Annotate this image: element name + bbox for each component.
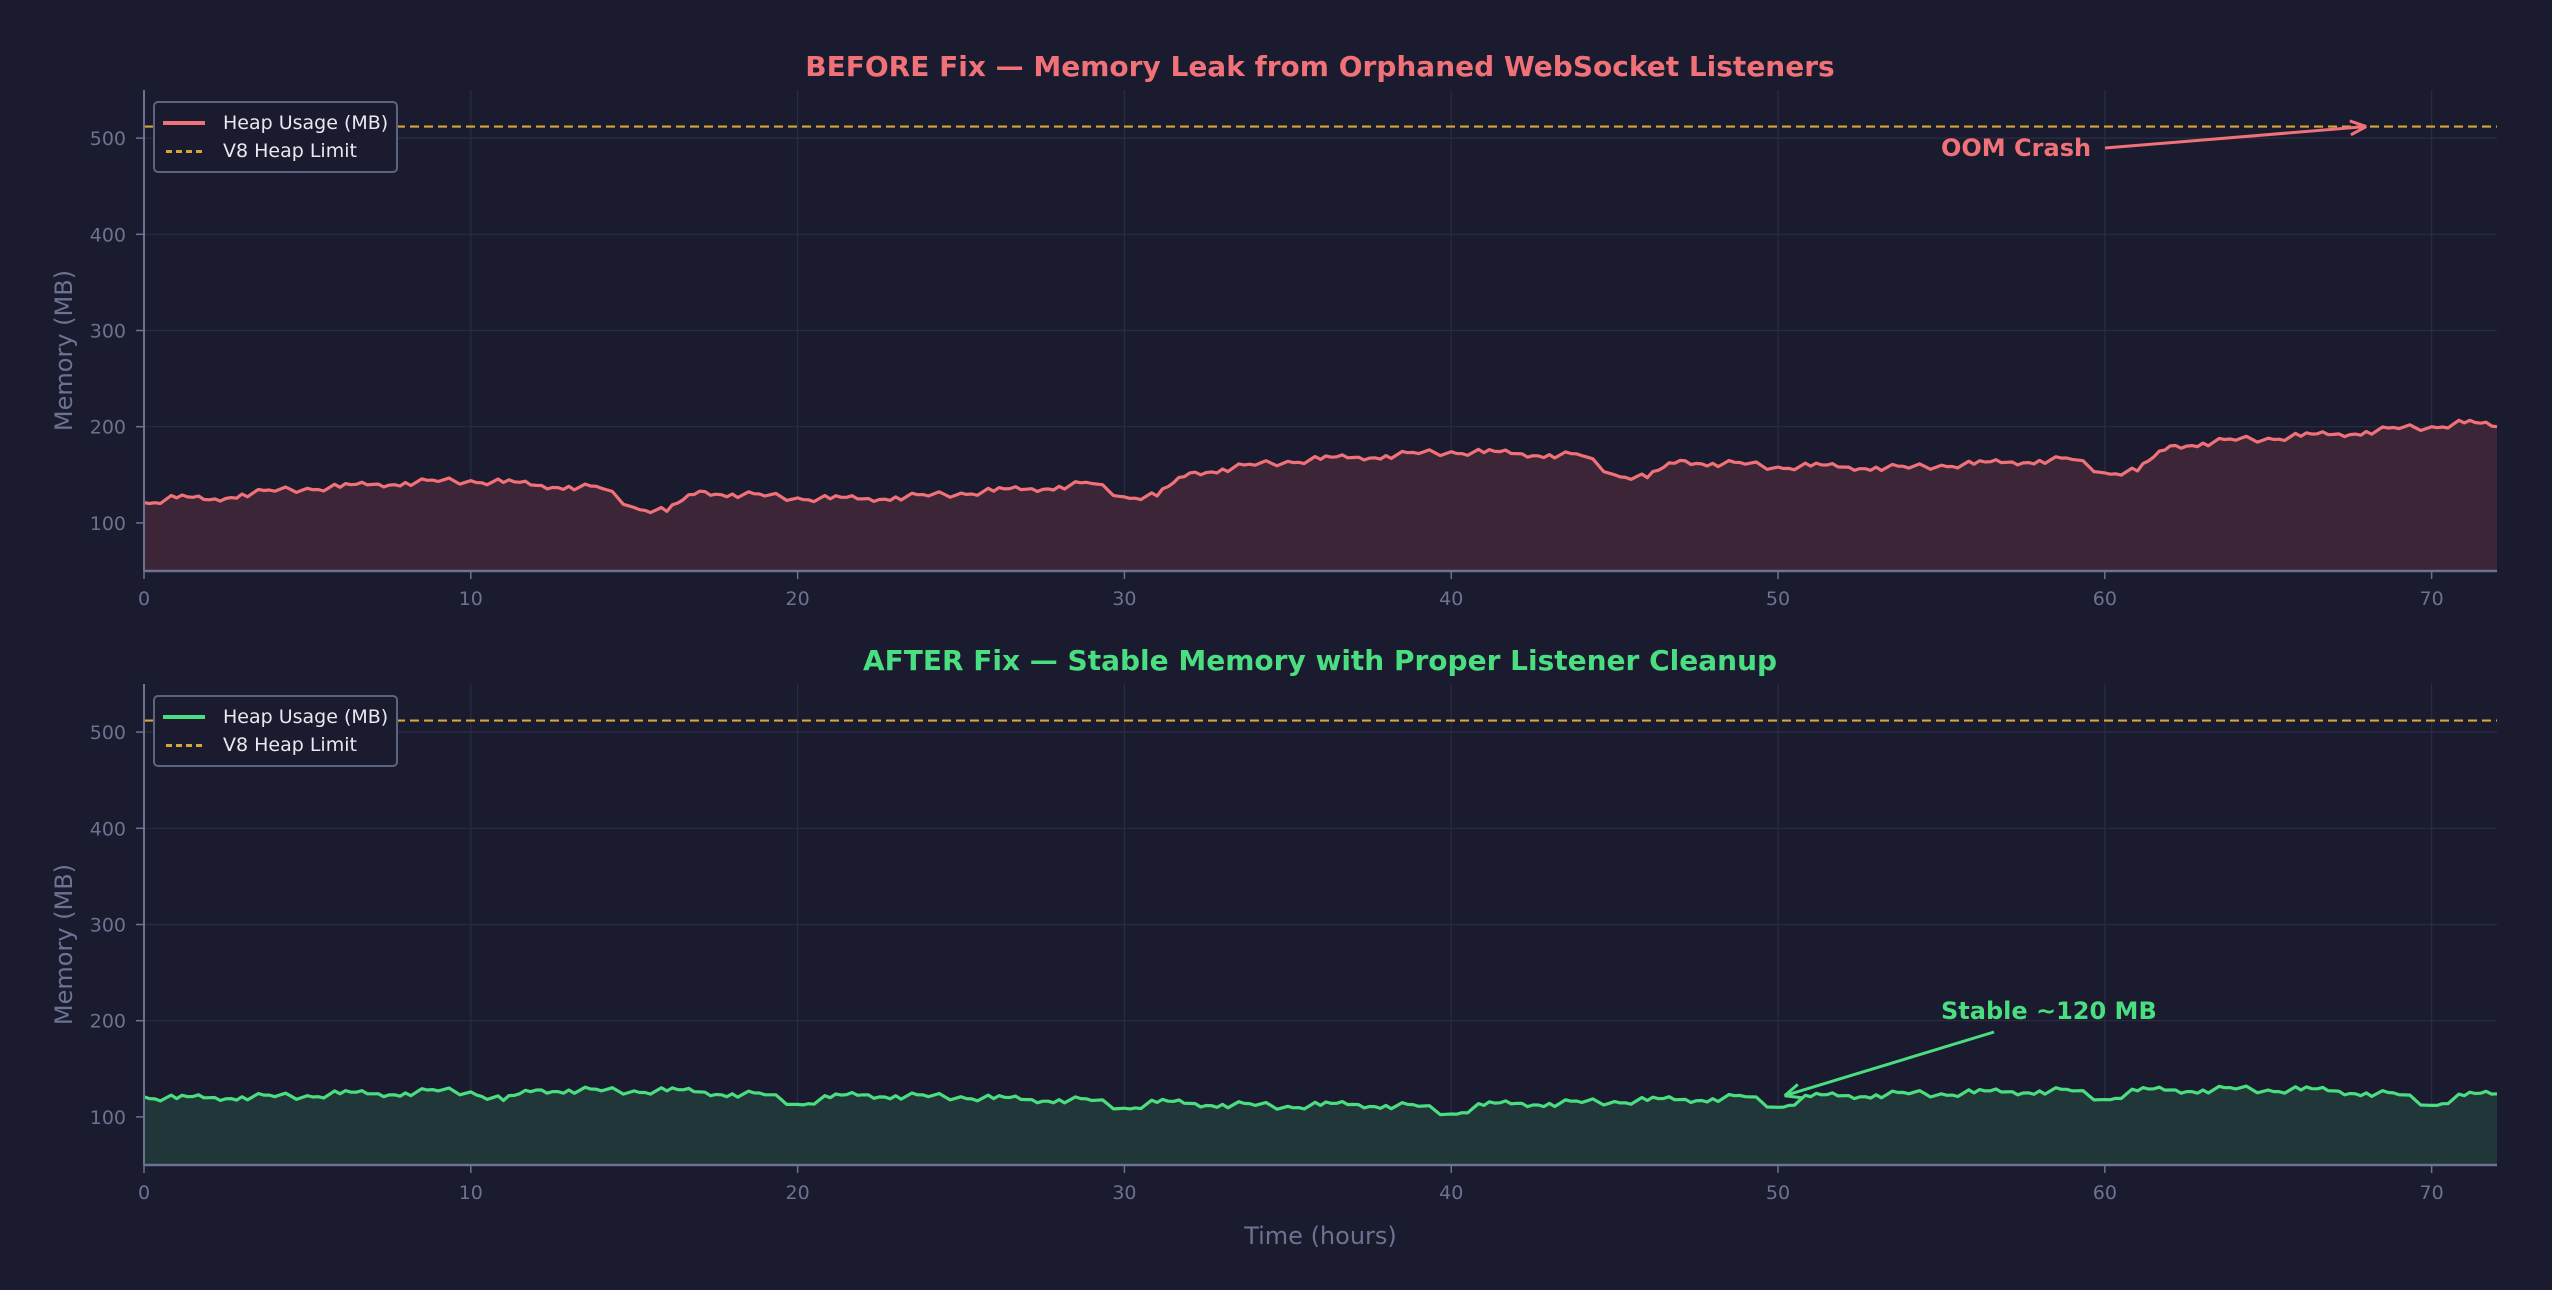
- y-tick-label: 500: [90, 722, 126, 744]
- heap-usage-area: [144, 1086, 2497, 1165]
- x-tick-label: 70: [2420, 1182, 2444, 1204]
- y-tick-label: 200: [90, 1011, 126, 1033]
- y-tick-label: 300: [90, 915, 126, 937]
- x-tick-label: 50: [1766, 588, 1790, 610]
- x-tick-label: 70: [2420, 588, 2444, 610]
- stable-memory-annotation: Stable ~120 MB: [1941, 997, 2157, 1025]
- x-tick-label: 40: [1439, 1182, 1463, 1204]
- before-chart-plot: 100 200 300 400 500 0 10 20 30 40 50 60 70 Memory (MB…: [50, 90, 2498, 610]
- x-tick-label: 30: [1112, 1182, 1136, 1204]
- x-tick-label: 10: [459, 1182, 483, 1204]
- legend-label-heap-limit: V8 Heap Limit: [223, 140, 357, 162]
- solid-line-swatch-icon: [163, 121, 205, 125]
- legend-item-heap-usage: Heap Usage (MB): [163, 703, 388, 731]
- x-tick-label: 60: [2093, 1182, 2117, 1204]
- y-tick-label: 100: [90, 513, 126, 535]
- legend-item-heap-limit: V8 Heap Limit: [163, 731, 388, 759]
- dashed-line-swatch-icon: [166, 149, 202, 153]
- before-chart-legend: Heap Usage (MB) V8 Heap Limit: [153, 101, 399, 173]
- y-tick-label: 200: [90, 417, 126, 439]
- x-tick-label: 50: [1766, 1182, 1790, 1204]
- dashed-line-swatch-icon: [166, 743, 202, 747]
- heap-usage-line: [143, 418, 2498, 515]
- legend-label-heap-usage: Heap Usage (MB): [223, 706, 389, 728]
- y-tick-label: 100: [90, 1107, 126, 1129]
- after-chart-title: AFTER Fix — Stable Memory with Proper Li…: [862, 644, 1778, 677]
- y-axis-label: Memory (MB): [50, 270, 78, 431]
- solid-line-swatch-icon: [163, 715, 205, 719]
- x-tick-label: 30: [1112, 588, 1136, 610]
- x-tick-label: 20: [786, 1182, 810, 1204]
- y-tick-label: 300: [90, 321, 126, 343]
- y-axis-label: Memory (MB): [50, 864, 78, 1025]
- x-tick-label: 0: [138, 1182, 150, 1204]
- heap-usage-line: [143, 1084, 2498, 1117]
- after-chart-legend: Heap Usage (MB) V8 Heap Limit: [153, 695, 399, 767]
- y-tick-label: 500: [90, 128, 126, 150]
- y-tick-label: 400: [90, 818, 126, 840]
- arrowhead-icon: [1783, 1083, 1803, 1100]
- legend-label-heap-limit: V8 Heap Limit: [223, 734, 357, 756]
- x-tick-label: 10: [459, 588, 483, 610]
- after-chart-panel: AFTER Fix — Stable Memory with Proper Li…: [0, 594, 2552, 1290]
- annotation-arrow: [2104, 125, 2367, 150]
- x-tick-label: 60: [2093, 588, 2117, 610]
- before-chart-title: BEFORE Fix — Memory Leak from Orphaned W…: [805, 50, 1835, 83]
- x-axis-label: Time (hours): [1243, 1222, 1397, 1250]
- legend-item-heap-usage: Heap Usage (MB): [163, 109, 388, 137]
- annotation-arrow: [1784, 1030, 1995, 1098]
- legend-item-heap-limit: V8 Heap Limit: [163, 137, 388, 165]
- arrowhead-icon: [2349, 119, 2367, 137]
- x-tick-label: 20: [786, 588, 810, 610]
- x-tick-label: 40: [1439, 588, 1463, 610]
- y-tick-label: 400: [90, 224, 126, 246]
- before-chart-panel: BEFORE Fix — Memory Leak from Orphaned W…: [0, 0, 2552, 610]
- after-chart-plot: 100 200 300 400 500 0 10 20 30 40 50 60 70 Memory (MB…: [50, 684, 2498, 1250]
- x-tick-label: 0: [138, 588, 150, 610]
- oom-crash-annotation: OOM Crash: [1941, 134, 2092, 162]
- heap-usage-area: [144, 420, 2497, 571]
- legend-label-heap-usage: Heap Usage (MB): [223, 112, 389, 134]
